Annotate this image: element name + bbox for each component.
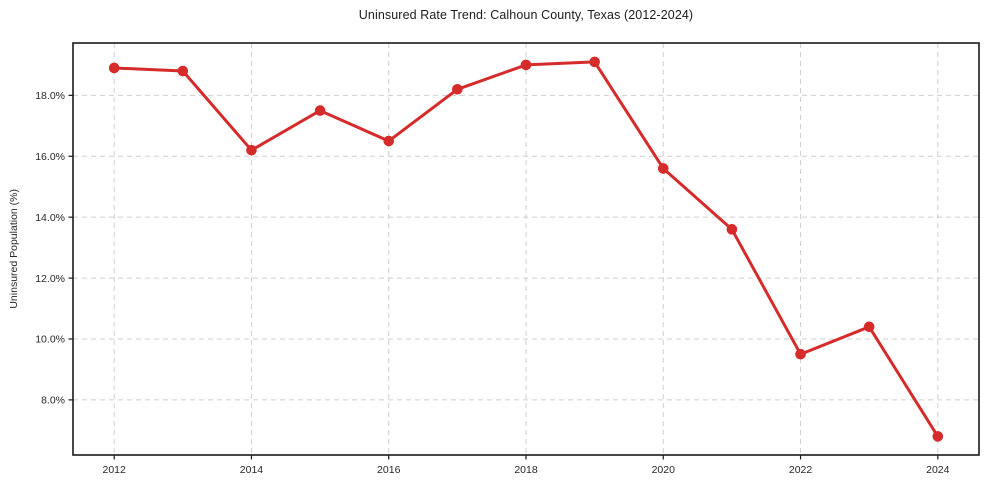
x-tick-label: 2014 xyxy=(240,464,264,476)
data-point-2021 xyxy=(726,224,738,235)
x-tick-label: 2012 xyxy=(103,464,127,476)
x-tick-label: 2018 xyxy=(514,464,538,476)
x-tick-label: 2024 xyxy=(926,464,950,476)
data-point-2014 xyxy=(246,144,257,156)
y-tick-label: 10.0% xyxy=(35,334,65,346)
data-point-2023 xyxy=(863,321,875,333)
plot-border xyxy=(72,42,980,456)
data-point-2020 xyxy=(657,163,669,174)
data-point-2022 xyxy=(795,348,806,360)
x-tick-label: 2020 xyxy=(652,464,676,476)
data-point-2018 xyxy=(520,59,532,71)
data-point-2013 xyxy=(177,65,189,77)
chart-title: Uninsured Rate Trend: Calhoun County, Te… xyxy=(358,8,694,22)
y-tick-label: 14.0% xyxy=(35,212,65,224)
data-point-2017 xyxy=(452,83,463,95)
data-point-2012 xyxy=(108,62,120,74)
data-point-2024 xyxy=(932,431,944,442)
data-point-2019 xyxy=(589,56,600,68)
y-tick-label: 16.0% xyxy=(35,151,65,163)
y-tick-label: 8.0% xyxy=(41,395,65,407)
y-tick-label: 18.0% xyxy=(35,90,65,102)
x-tick-label: 2022 xyxy=(789,464,813,476)
data-point-2015 xyxy=(314,105,326,116)
y-tick-label: 12.0% xyxy=(35,273,65,285)
data-point-2016 xyxy=(383,135,395,147)
x-tick-label: 2016 xyxy=(377,464,401,476)
